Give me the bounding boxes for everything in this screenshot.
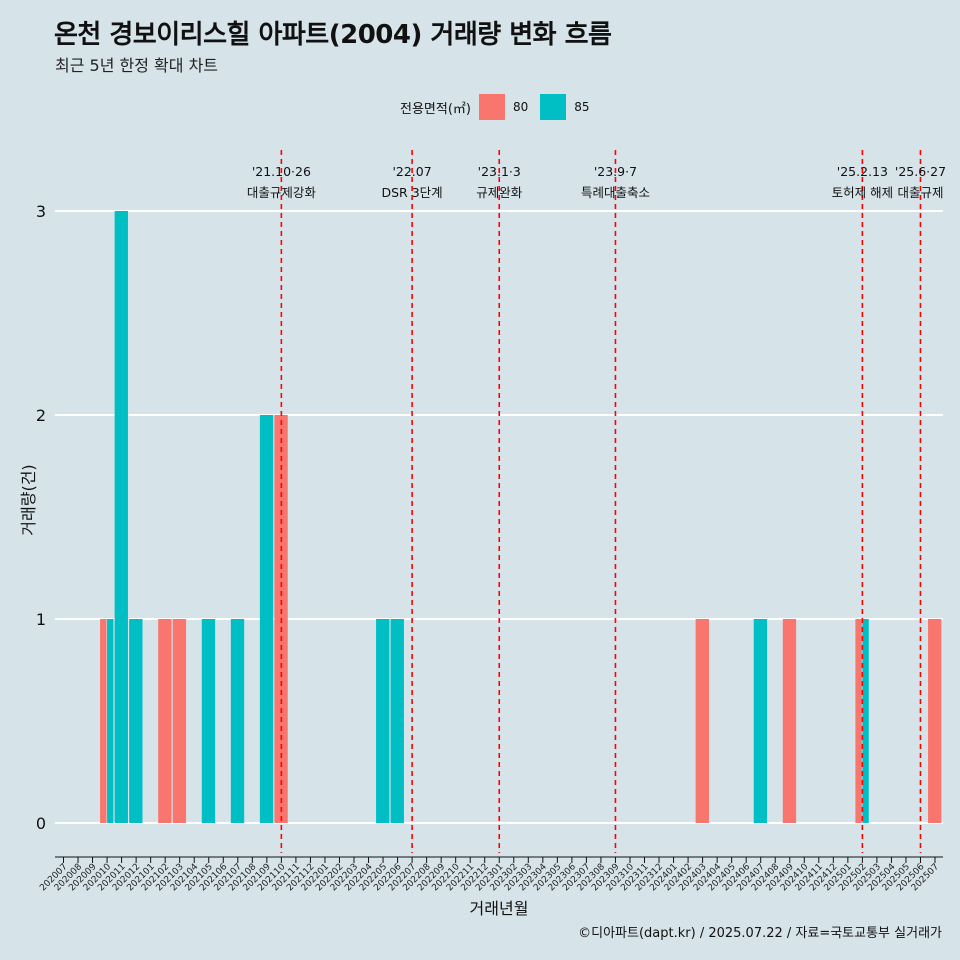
bar-80-202102: [158, 619, 172, 823]
bar-80-202010: [100, 619, 107, 823]
legend-item-85: 85: [540, 94, 595, 120]
bar-80-202103: [172, 619, 187, 823]
chart-subtitle: 최근 5년 한정 확대 차트: [55, 56, 219, 75]
annotation-label: 토허제 해제: [832, 185, 893, 200]
source-caption: ©디아파트(dapt.kr) / 2025.07.22 / 자료=국토교통부 실…: [578, 926, 942, 941]
bar-85-202012: [129, 619, 143, 823]
chart-title: 온천 경보이리스힐 아파트(2004) 거래량 변화 흐름: [54, 20, 612, 50]
annotation-date: '22.07: [392, 164, 431, 179]
annotation-label: DSR 3단계: [382, 185, 443, 200]
y-tick-label: 2: [36, 406, 46, 425]
bar-85-202010: [107, 619, 114, 823]
annotation-label: 대출규제강화: [247, 185, 317, 200]
y-axis-title: 거래량(건): [19, 464, 38, 535]
bar-85-202011: [114, 211, 128, 823]
y-tick-label: 3: [36, 202, 46, 221]
bar-85-202109: [259, 415, 274, 823]
legend-swatch-80: [478, 94, 505, 120]
y-tick-label: 0: [36, 814, 46, 833]
annotation-date: '23.9·7: [594, 164, 637, 179]
legend-title: 전용면적(㎡): [400, 101, 471, 117]
legend-label-85: 85: [574, 100, 590, 114]
bar-85-202407: [753, 619, 768, 823]
bar-85-202105: [201, 619, 216, 823]
annotation-date: '21.10·26: [252, 164, 311, 179]
bar-85-202205: [376, 619, 390, 823]
bar-80-202409: [782, 619, 797, 823]
annotation-date: '23.1·3: [478, 164, 521, 179]
annotation-label: 규제완화: [476, 185, 523, 200]
annotation-label: 대출규제: [897, 185, 943, 200]
bar-85-202107: [230, 619, 245, 823]
legend: 전용면적(㎡) 80 85: [400, 92, 602, 122]
bar-80-202502: [855, 619, 862, 823]
y-tick-label: 1: [36, 610, 46, 629]
legend-item-80: 80: [478, 94, 534, 120]
annotation-date: '25.2.13: [837, 164, 888, 179]
bar-80-202403: [695, 619, 709, 823]
annotation-date: '25.6·27: [895, 164, 946, 179]
bar-80-202507: [928, 619, 942, 823]
bar-85-202502: [862, 619, 869, 823]
bar-85-202206: [390, 619, 404, 823]
legend-label-80: 80: [512, 100, 529, 114]
annotation-label: 특례대출축소: [581, 185, 650, 200]
x-axis-title: 거래년월: [470, 899, 529, 918]
legend-swatch-85: [540, 94, 567, 120]
